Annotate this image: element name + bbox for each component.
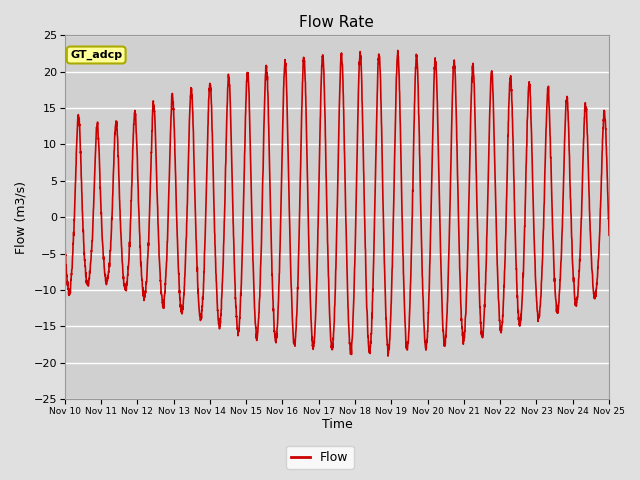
Title: Flow Rate: Flow Rate [300, 15, 374, 30]
Legend: Flow: Flow [286, 446, 354, 469]
Text: GT_adcp: GT_adcp [70, 50, 122, 60]
Y-axis label: Flow (m3/s): Flow (m3/s) [15, 180, 28, 253]
X-axis label: Time: Time [321, 419, 352, 432]
